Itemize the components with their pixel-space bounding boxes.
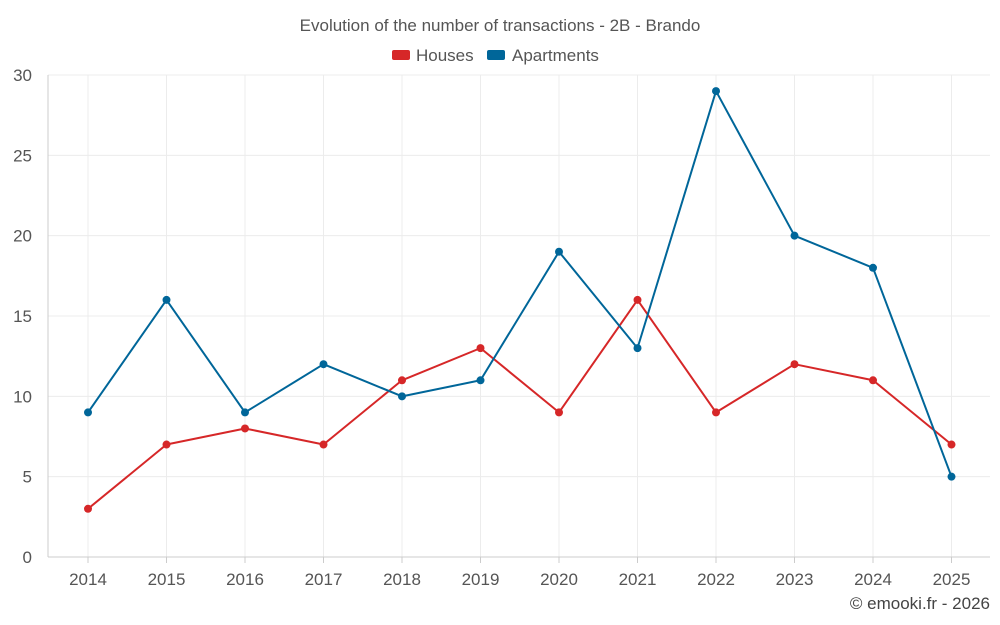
x-tick-label: 2022 [697, 570, 735, 589]
y-tick-label: 30 [13, 66, 32, 85]
data-point-houses[interactable] [790, 360, 799, 369]
data-point-apartments[interactable] [947, 472, 956, 481]
data-point-apartments[interactable] [869, 263, 877, 272]
x-tick-label: 2017 [305, 570, 343, 589]
data-point-houses[interactable] [84, 504, 92, 513]
data-point-houses[interactable] [712, 408, 720, 417]
legend-label-apartments: Apartments [512, 46, 599, 65]
x-tick-label: 2014 [69, 570, 107, 589]
x-tick-label: 2021 [619, 570, 657, 589]
x-tick-label: 2025 [933, 570, 971, 589]
legend: Houses Apartments [392, 46, 599, 65]
chart-title: Evolution of the number of transactions … [300, 16, 701, 35]
data-point-houses[interactable] [947, 440, 956, 449]
series-line-apartments[interactable] [87, 90, 953, 478]
legend-label-houses: Houses [416, 46, 474, 65]
data-point-apartments[interactable] [162, 295, 171, 304]
x-tick-label: 2024 [854, 570, 892, 589]
x-tick-label: 2019 [462, 570, 500, 589]
series-layer [84, 87, 956, 513]
y-tick-label: 20 [13, 227, 32, 246]
legend-swatch-houses [392, 50, 410, 60]
copyright-credit: © emooki.fr - 2026 [850, 594, 990, 613]
data-point-houses[interactable] [319, 440, 328, 449]
y-tick-label: 0 [23, 548, 32, 567]
data-point-apartments[interactable] [319, 360, 328, 369]
x-tick-label: 2018 [383, 570, 421, 589]
data-point-apartments[interactable] [476, 376, 485, 385]
data-point-houses[interactable] [476, 344, 485, 353]
axis-layer [47, 75, 990, 563]
data-point-apartments[interactable] [555, 247, 563, 256]
grid-layer [48, 74, 990, 557]
x-tick-label: 2020 [540, 570, 578, 589]
data-point-apartments[interactable] [712, 87, 720, 96]
data-point-apartments[interactable] [790, 231, 799, 240]
y-tick-label: 15 [13, 307, 32, 326]
x-tick-label: 2015 [148, 570, 186, 589]
data-point-houses[interactable] [241, 424, 249, 433]
data-point-apartments[interactable] [84, 408, 92, 417]
data-point-apartments[interactable] [398, 392, 406, 401]
series-line-houses[interactable] [87, 298, 953, 510]
x-tick-label: 2016 [226, 570, 264, 589]
y-tick-label: 10 [13, 387, 32, 406]
data-point-houses[interactable] [398, 376, 406, 385]
y-tick-label: 25 [13, 146, 32, 165]
data-point-houses[interactable] [633, 295, 642, 304]
legend-swatch-apartments [487, 50, 505, 60]
data-point-apartments[interactable] [633, 344, 642, 353]
data-point-houses[interactable] [555, 408, 563, 417]
data-point-apartments[interactable] [241, 408, 249, 417]
data-point-houses[interactable] [162, 440, 171, 449]
x-tick-label: 2023 [776, 570, 814, 589]
legend-item-apartments[interactable]: Apartments [487, 46, 599, 65]
data-point-houses[interactable] [869, 376, 877, 385]
y-tick-label: 5 [23, 468, 32, 487]
legend-item-houses[interactable]: Houses [392, 46, 474, 65]
